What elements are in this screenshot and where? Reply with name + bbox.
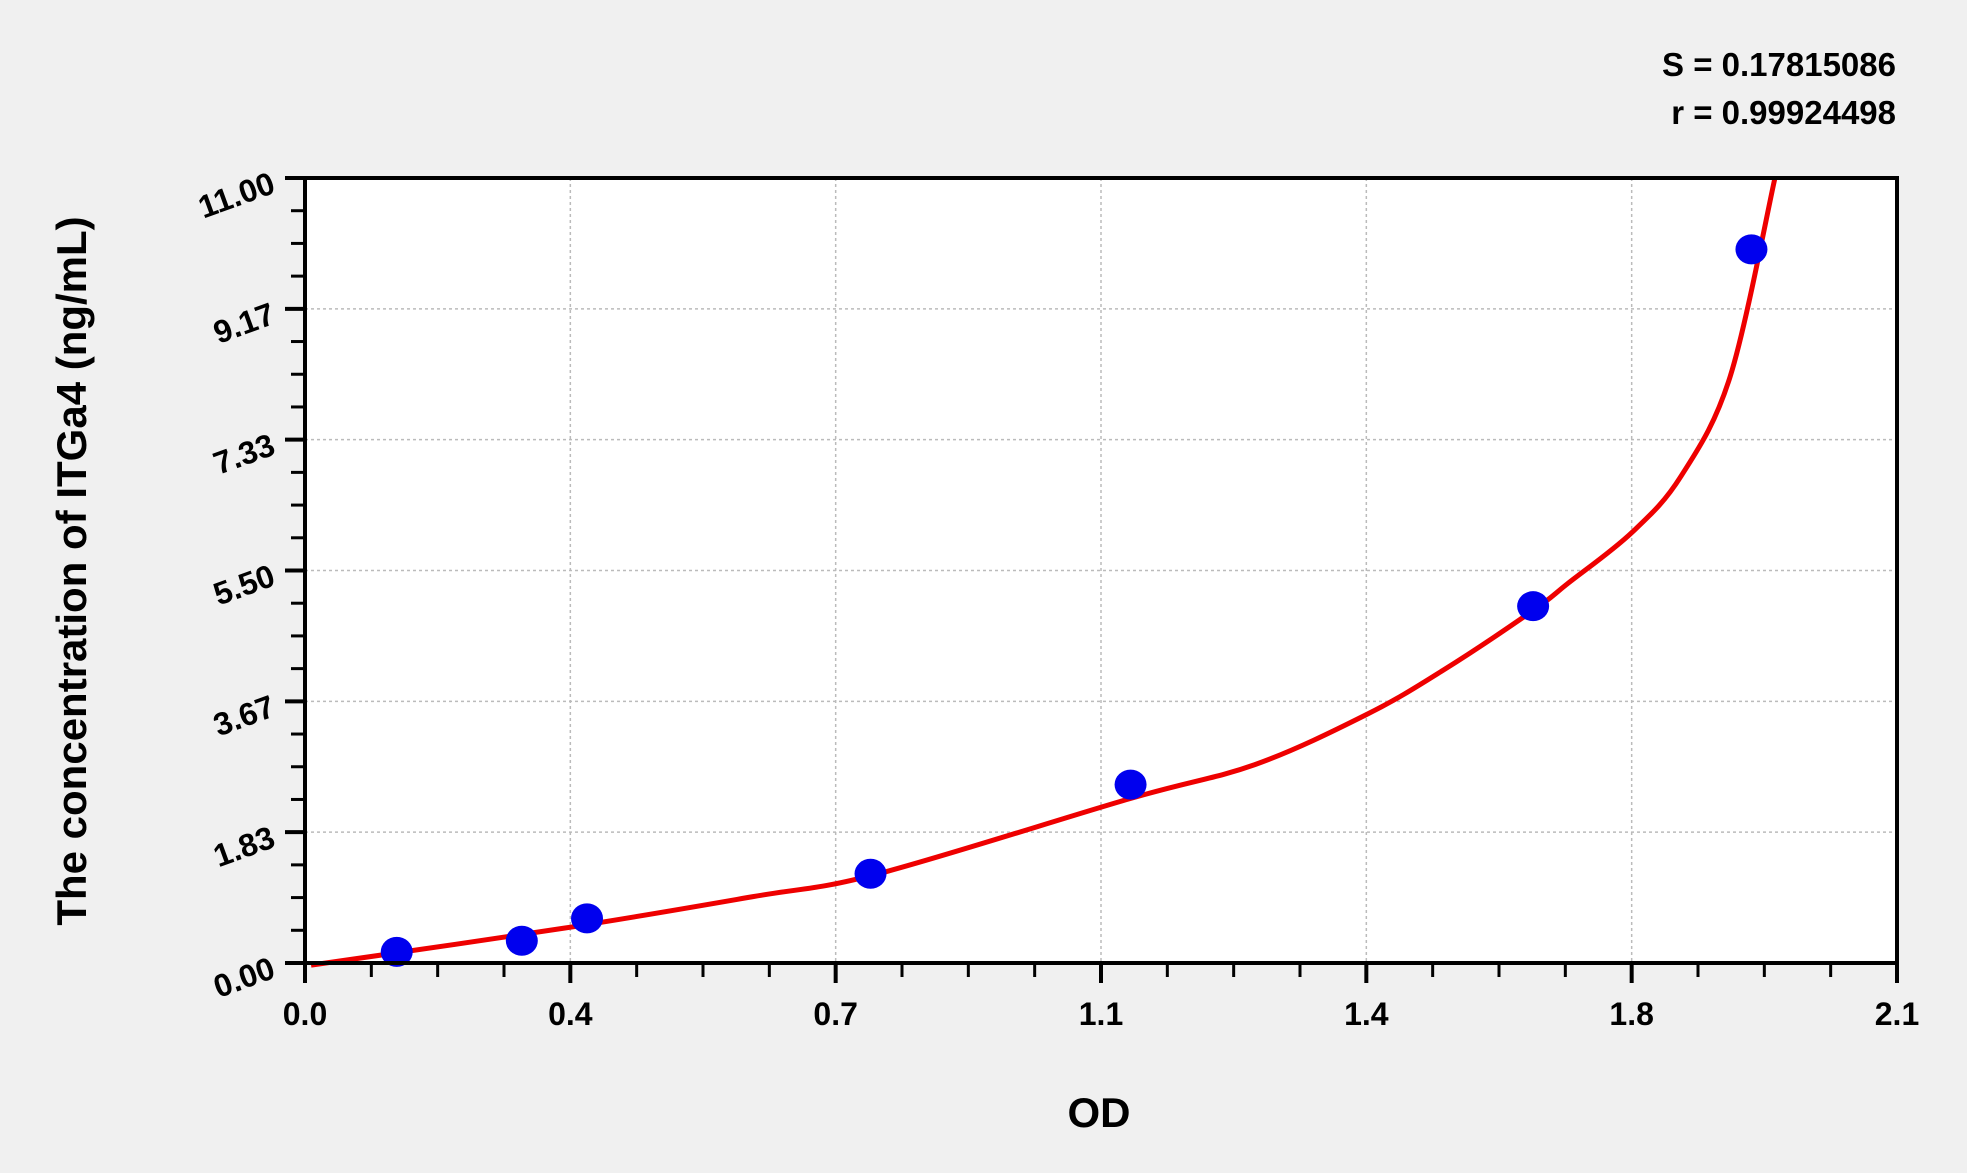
r-statistic: r = 0.99924498 [1671, 94, 1896, 131]
data-point [380, 936, 413, 967]
y-axis-label: The concentration of ITGa4 (ng/mL) [48, 216, 95, 925]
data-point [854, 858, 887, 889]
fit-curve [310, 177, 1778, 968]
x-tick-label: 0.4 [548, 996, 593, 1032]
data-point [1517, 591, 1550, 622]
x-tick-label: 1.4 [1344, 996, 1389, 1032]
data-point [1735, 234, 1768, 265]
data-point [1114, 769, 1147, 800]
x-tick-label: 2.1 [1875, 996, 1919, 1032]
x-tick-label: 0.0 [283, 996, 327, 1032]
data-point [505, 925, 538, 956]
data-point [571, 903, 604, 934]
x-tick-label: 1.8 [1609, 996, 1653, 1032]
x-tick-label: 1.1 [1079, 996, 1123, 1032]
s-statistic: S = 0.17815086 [1662, 46, 1896, 83]
x-tick-label: 0.7 [813, 996, 857, 1032]
x-axis-label: OD [1068, 1089, 1131, 1136]
